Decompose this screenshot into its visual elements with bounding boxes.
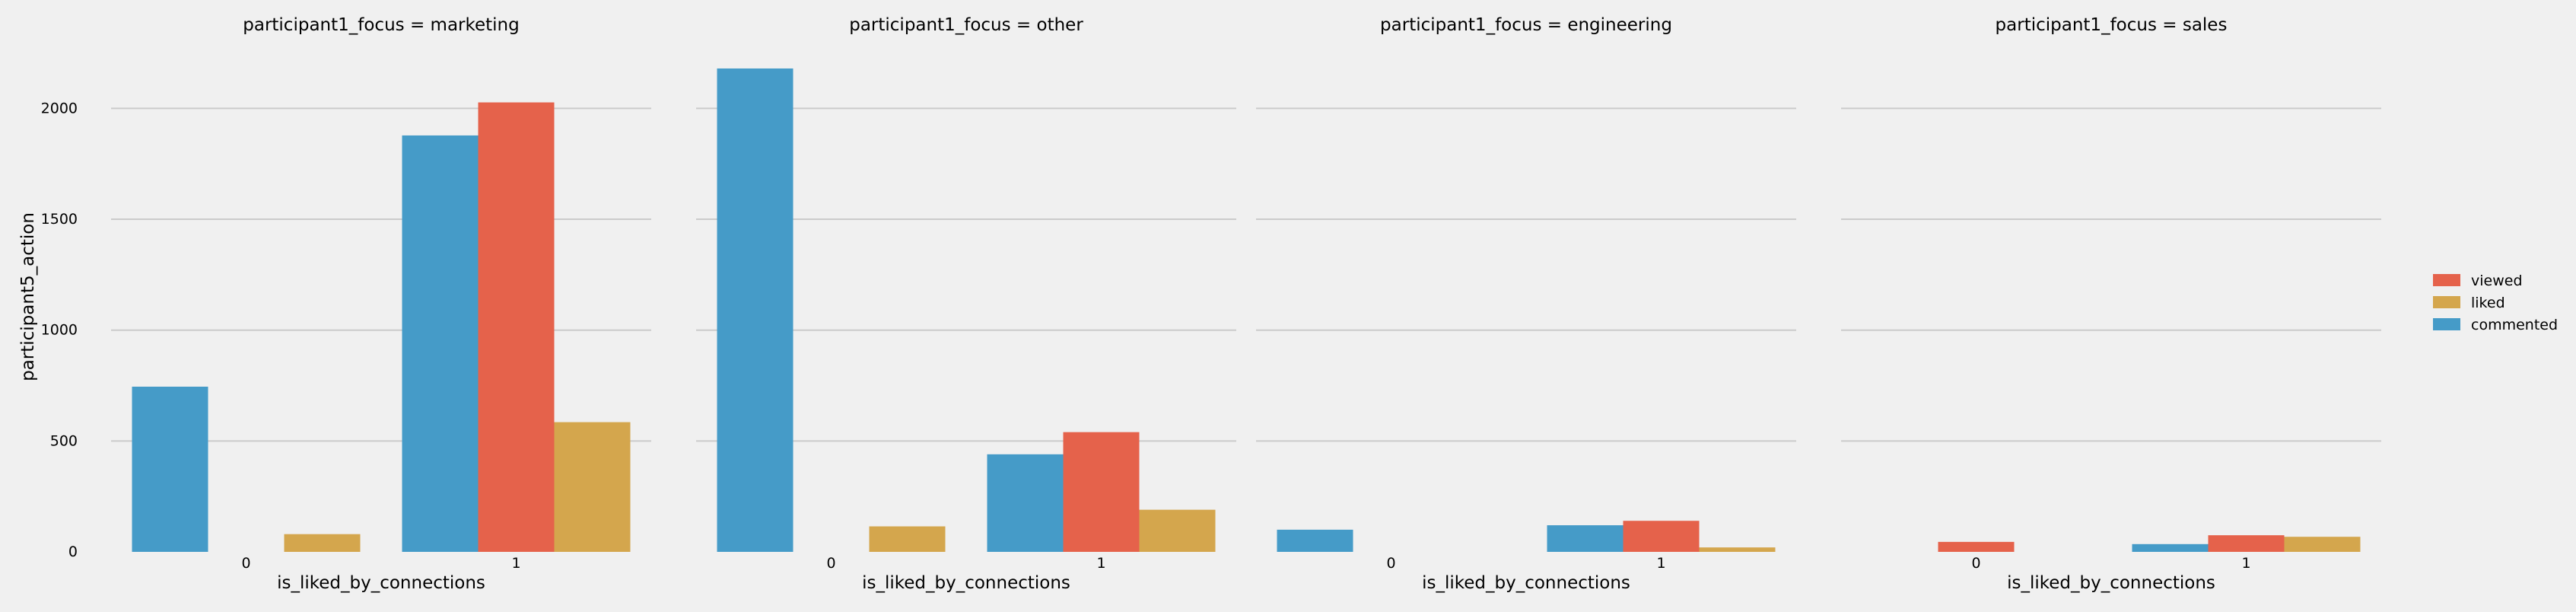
bar-commented-1: [402, 135, 479, 553]
bar-commented-1: [987, 454, 1064, 552]
legend-swatch-viewed: [2433, 274, 2460, 286]
bar-commented-1: [2132, 543, 2209, 552]
y-tick-label-3: 1500: [41, 211, 78, 228]
bar-viewed-1: [2208, 535, 2285, 552]
bar-liked-1: [554, 422, 631, 552]
facet-panel-0: participant1_focus = marketing 0 1 is_liked…: [111, 15, 651, 593]
y-axis-label: participant5_action: [18, 212, 38, 381]
legend-swatch-commented: [2433, 318, 2460, 330]
x-tick-label: 1: [511, 555, 520, 572]
panel-title: participant1_focus = engineering: [1380, 15, 1672, 35]
y-tick-label-4: 2000: [41, 100, 78, 116]
bar-viewed-1: [1623, 521, 1700, 552]
legend-swatch-liked: [2433, 296, 2460, 308]
bar-viewed-1: [1063, 432, 1140, 552]
panel-title: participant1_focus = sales: [1996, 15, 2228, 35]
legend-label-viewed: viewed: [2471, 273, 2523, 289]
legend: viewed liked commented: [2433, 273, 2558, 333]
x-axis-label: is_liked_by_connections: [862, 573, 1070, 593]
bar-liked-1: [2284, 537, 2361, 552]
x-tick-label: 0: [1386, 555, 1395, 572]
x-tick-label: 0: [826, 555, 835, 572]
x-axis-label: is_liked_by_connections: [2007, 573, 2215, 593]
bar-commented-1: [1547, 525, 1624, 552]
legend-label-commented: commented: [2471, 317, 2558, 333]
bar-liked-1: [1139, 509, 1216, 552]
facet-panel-2: participant1_focus = engineering 0 1 is_lik…: [1256, 15, 1796, 593]
bar-commented-0: [717, 68, 793, 552]
facet-panel-3: participant1_focus = sales 0 1 is_liked_by_…: [1841, 15, 2381, 593]
y-tick-label-0: 0: [68, 543, 78, 560]
y-tick-label-2: 1000: [41, 322, 78, 339]
bar-liked-0: [869, 526, 946, 552]
x-tick-label: 1: [1656, 555, 1665, 572]
x-axis-label: is_liked_by_connections: [1422, 573, 1630, 593]
y-tick-label-1: 500: [50, 432, 78, 449]
bar-commented-0: [1277, 529, 1353, 552]
bar-viewed-0: [1938, 541, 2015, 552]
bar-viewed-1: [478, 102, 555, 552]
panel-title: participant1_focus = marketing: [243, 15, 519, 35]
x-axis-label: is_liked_by_connections: [277, 573, 485, 593]
x-tick-label: 0: [241, 555, 250, 572]
legend-label-liked: liked: [2471, 295, 2505, 311]
bar-liked-1: [1699, 547, 1776, 552]
facet-panel-1: participant1_focus = other 0 1 is_liked_by_…: [696, 15, 1236, 593]
x-tick-label: 1: [2241, 555, 2250, 572]
bar-commented-0: [132, 386, 208, 552]
x-tick-label: 1: [1096, 555, 1105, 572]
panel-title: participant1_focus = other: [849, 15, 1083, 35]
bar-liked-0: [284, 534, 361, 552]
x-tick-label: 0: [1971, 555, 1980, 572]
